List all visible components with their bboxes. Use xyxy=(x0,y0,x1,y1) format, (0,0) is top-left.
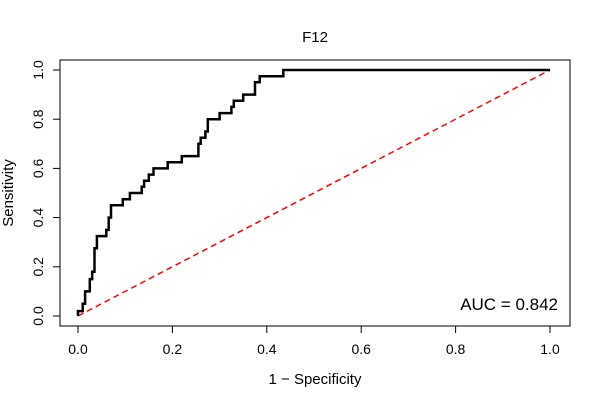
auc-annotation: AUC = 0.842 xyxy=(460,295,558,314)
chart-title: F12 xyxy=(302,29,328,46)
y-axis: 0.0 0.2 0.4 0.6 0.8 1.0 xyxy=(30,60,60,326)
y-tick-label: 0.0 xyxy=(30,306,46,326)
x-tick-label: 0.0 xyxy=(68,341,88,357)
y-tick-label: 0.2 xyxy=(30,257,46,277)
y-tick-label: 0.8 xyxy=(30,109,46,129)
y-tick-label: 0.4 xyxy=(30,208,46,228)
reference-diagonal-line xyxy=(77,69,551,317)
x-tick-label: 0.6 xyxy=(351,341,371,357)
x-axis: 0.0 0.2 0.4 0.6 0.8 1.0 xyxy=(68,326,560,357)
y-axis-label: Sensitivity xyxy=(0,159,17,227)
x-tick-label: 1.0 xyxy=(540,341,560,357)
roc-curve-line xyxy=(76,68,550,316)
y-tick-label: 0.6 xyxy=(30,158,46,178)
plot-frame xyxy=(59,59,571,327)
x-axis-label: 1 − Specificity xyxy=(269,371,362,388)
x-tick-label: 0.2 xyxy=(163,341,183,357)
x-tick-label: 0.8 xyxy=(446,341,466,357)
y-tick-label: 1.0 xyxy=(30,60,46,80)
x-tick-label: 0.4 xyxy=(257,341,277,357)
